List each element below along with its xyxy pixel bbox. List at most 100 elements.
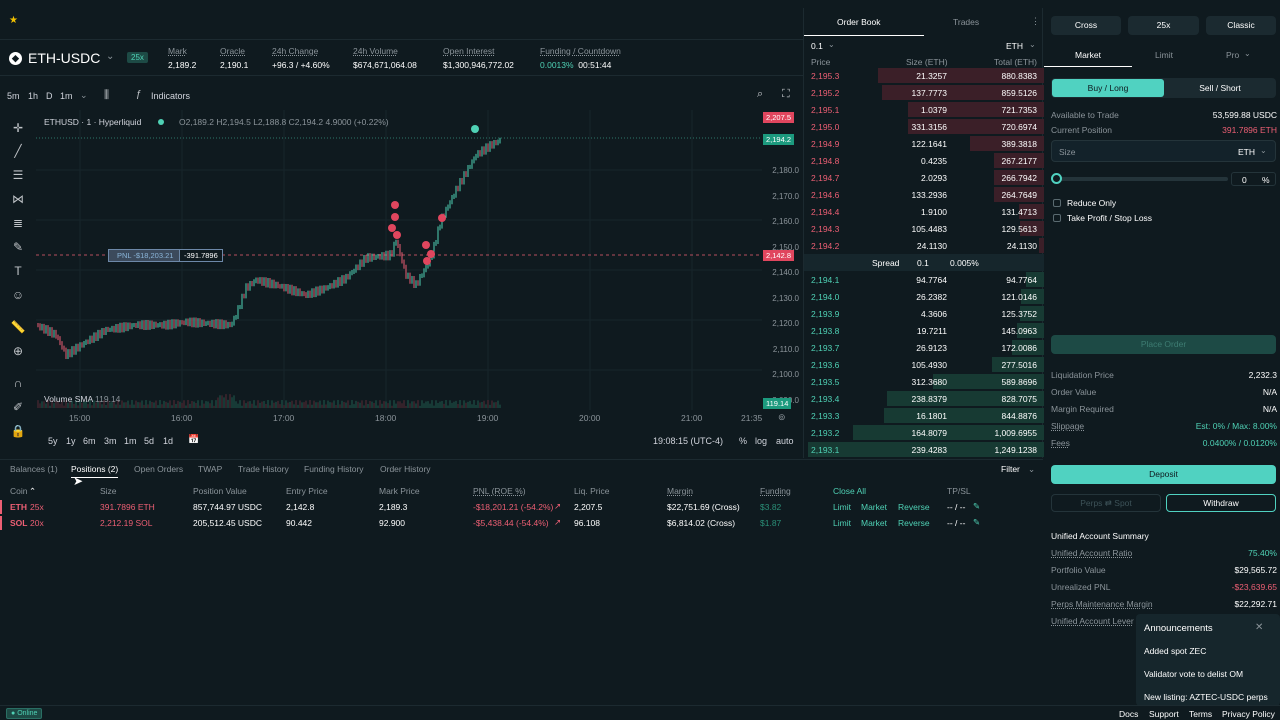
ask-row[interactable]: 2,194.7 2.0293 266.7942 [804, 169, 1044, 186]
size-slider-handle[interactable] [1051, 173, 1062, 184]
leverage-badge[interactable]: 25x [127, 52, 148, 63]
more-icon[interactable]: ⋮ [1031, 16, 1040, 26]
search-icon[interactable]: ⌕ [757, 88, 764, 100]
tab-open-orders[interactable]: Open Orders [134, 464, 184, 474]
emoji-icon[interactable]: ☺ [11, 288, 25, 302]
indicators-icon[interactable]: ƒ [136, 89, 142, 100]
trendline-icon[interactable]: ╱ [14, 144, 22, 158]
col-funding[interactable]: Funding [760, 486, 791, 496]
magnet-icon[interactable]: ∩ [13, 376, 23, 390]
col-tpsl[interactable]: TP/SL [947, 486, 971, 496]
col-margin[interactable]: Margin [667, 486, 693, 496]
tf-1h[interactable]: 1h [28, 91, 39, 101]
favorite-star-icon[interactable]: ★ [9, 15, 18, 26]
ask-row[interactable]: 2,195.2 137.7773 859.5126 [804, 84, 1044, 101]
place-order-button[interactable]: Place Order [1051, 335, 1276, 354]
text-icon[interactable]: T [14, 264, 22, 278]
close-limit-button[interactable]: Limit [833, 502, 851, 512]
order-type-limit[interactable]: Limit [1155, 50, 1173, 60]
footer-link-support[interactable]: Support [1149, 709, 1179, 719]
chevron-down-icon[interactable]: ⌄ [1260, 146, 1267, 155]
announcement-item[interactable]: Validator vote to delist OM [1144, 669, 1244, 679]
log-toggle[interactable]: log [755, 436, 768, 446]
footer-link-privacy[interactable]: Privacy Policy [1222, 709, 1275, 719]
coin[interactable]: ETH [10, 502, 27, 512]
tab-trade-history[interactable]: Trade History [238, 464, 289, 474]
chevron-down-icon[interactable]: ⌄ [1029, 40, 1036, 49]
chevron-down-icon[interactable]: ⌄ [1244, 49, 1251, 58]
sell-short-button[interactable]: Sell / Short [1199, 83, 1241, 93]
reduce-only-checkbox[interactable] [1053, 199, 1061, 207]
tick-size-select[interactable]: 0.1 [811, 41, 823, 51]
leverage-button[interactable]: 25x [1128, 16, 1199, 35]
edit-icon[interactable]: ✎ [973, 501, 981, 511]
pnl-size-label[interactable]: -391.7896 [179, 249, 223, 262]
tab-twap[interactable]: TWAP [198, 464, 223, 474]
lock-icon[interactable]: 🔒 [10, 424, 26, 438]
reverse-button[interactable]: Reverse [898, 518, 930, 528]
unit-select[interactable]: ETH [1006, 41, 1023, 51]
bid-row[interactable]: 2,193.7 26.9123 172.0086 [804, 339, 1044, 356]
perps-spot-button[interactable]: Perps ⇄ Spot [1051, 494, 1161, 512]
bid-row[interactable]: 2,193.2 164.8079 1,009.6955 [804, 424, 1044, 441]
tab-order-book[interactable]: Order Book [837, 17, 881, 27]
percent-toggle[interactable]: % [739, 436, 748, 446]
order-type-market[interactable]: Market [1075, 50, 1101, 60]
chevron-down-icon[interactable]: ⌄ [80, 90, 88, 100]
ask-row[interactable]: 2,195.3 21.3257 880.8383 [804, 67, 1044, 84]
table-row[interactable]: ETH 25x 391.7896 ETH 857,744.97 USDC 2,1… [0, 500, 1043, 516]
close-limit-button[interactable]: Limit [833, 518, 851, 528]
indicators-button[interactable]: Indicators [151, 91, 191, 101]
col-size[interactable]: Size [100, 486, 117, 496]
calendar-icon[interactable]: 📅 [188, 434, 200, 444]
bid-row[interactable]: 2,193.8 19.7211 145.0963 [804, 322, 1044, 339]
range-6m[interactable]: 6m [83, 436, 96, 446]
range-1d[interactable]: 1d [163, 436, 174, 446]
buy-long-button[interactable]: Buy / Long [1052, 79, 1164, 97]
ask-row[interactable]: 2,194.8 0.4235 267.2177 [804, 152, 1044, 169]
tpsl-checkbox[interactable] [1053, 214, 1061, 222]
range-1m[interactable]: 1m [124, 436, 137, 446]
zoom-icon[interactable]: ⊕ [12, 344, 24, 358]
close-market-button[interactable]: Market [861, 518, 887, 528]
range-3m[interactable]: 3m [104, 436, 117, 446]
bid-row[interactable]: 2,193.4 238.8379 828.7075 [804, 390, 1044, 407]
close-icon[interactable]: ✕ [1255, 622, 1264, 633]
bid-row[interactable]: 2,193.6 105.4930 277.5016 [804, 356, 1044, 373]
range-1y[interactable]: 1y [66, 436, 76, 446]
horizontal-lines-icon[interactable]: ☰ [12, 168, 24, 182]
chevron-down-icon[interactable]: ⌄ [828, 40, 835, 49]
size-input[interactable] [1051, 140, 1276, 162]
share-icon[interactable]: ↗ [554, 517, 562, 527]
col-liq-price[interactable]: Liq. Price [574, 486, 610, 496]
pnl-line-label[interactable]: PNL -$18,203.21 [108, 249, 183, 262]
close-all-button[interactable]: Close All [833, 486, 867, 496]
lock-draw-icon[interactable]: ✐ [12, 400, 24, 414]
announcement-item[interactable]: New listing: AZTEC-USDC perps [1144, 692, 1268, 702]
margin-mode-button[interactable]: Cross [1051, 16, 1121, 35]
chevron-down-icon[interactable]: ⌄ [106, 51, 115, 62]
tab-trades[interactable]: Trades [953, 17, 980, 27]
col-pnl[interactable]: PNL (ROE %) [473, 486, 526, 496]
bid-row[interactable]: 2,194.1 94.7764 94.7764 [804, 271, 1044, 288]
size-unit-select[interactable]: ETH [1238, 147, 1255, 157]
ask-row[interactable]: 2,194.6 133.2936 264.7649 [804, 186, 1044, 203]
deposit-button[interactable]: Deposit [1051, 465, 1276, 484]
brush-icon[interactable]: ✎ [12, 240, 24, 254]
bid-row[interactable]: 2,193.5 312.3680 589.8696 [804, 373, 1044, 390]
pair-selector[interactable]: ETH-USDC [28, 50, 101, 66]
auto-toggle[interactable]: auto [776, 436, 794, 446]
footer-link-docs[interactable]: Docs [1119, 709, 1139, 719]
reverse-button[interactable]: Reverse [898, 502, 930, 512]
tf-d[interactable]: D [46, 91, 53, 101]
tf-5m[interactable]: 5m [7, 91, 20, 101]
col-mark-price[interactable]: Mark Price [379, 486, 420, 496]
edit-icon[interactable]: ✎ [973, 517, 981, 527]
col-entry-price[interactable]: Entry Price [286, 486, 328, 496]
bid-row[interactable]: 2,194.0 26.2382 121.0146 [804, 288, 1044, 305]
chevron-down-icon[interactable]: ⌄ [1028, 464, 1036, 474]
col-position-value[interactable]: Position Value [193, 486, 247, 496]
ask-row[interactable]: 2,194.4 1.9100 131.4713 [804, 203, 1044, 220]
coin[interactable]: SOL [10, 518, 28, 528]
classic-mode-button[interactable]: Classic [1206, 16, 1276, 35]
